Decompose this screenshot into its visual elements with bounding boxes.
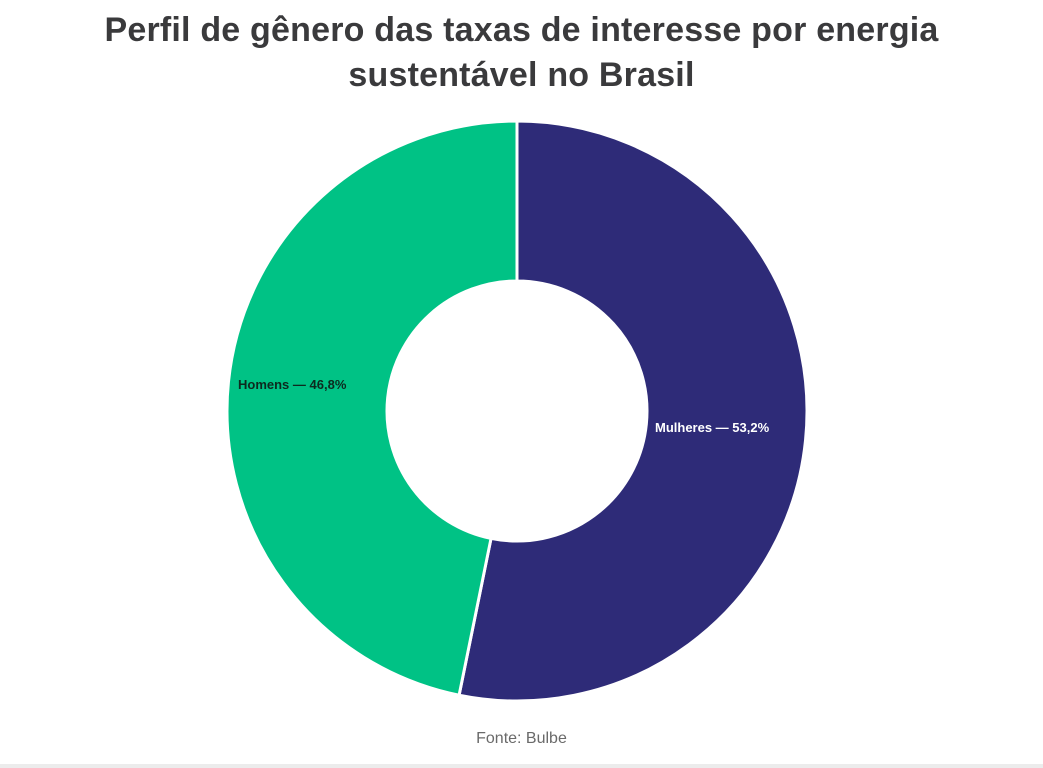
- chart-title-line-1: Perfil de gênero das taxas de interesse …: [104, 11, 939, 49]
- chart-source: Fonte: Bulbe: [476, 730, 567, 747]
- chart-title: Perfil de gênero das taxas de interesse …: [0, 8, 1043, 98]
- donut-slice-mulheres: [457, 119, 809, 703]
- bottom-divider: [0, 764, 1043, 768]
- slice-label-homens: Homens — 46,8%: [238, 377, 347, 392]
- donut-slice-homens: [225, 119, 519, 697]
- chart-title-line-2: sustentável no Brasil: [348, 56, 695, 94]
- donut-slices: [225, 119, 809, 703]
- slice-label-mulheres: Mulheres — 53,2%: [655, 420, 770, 435]
